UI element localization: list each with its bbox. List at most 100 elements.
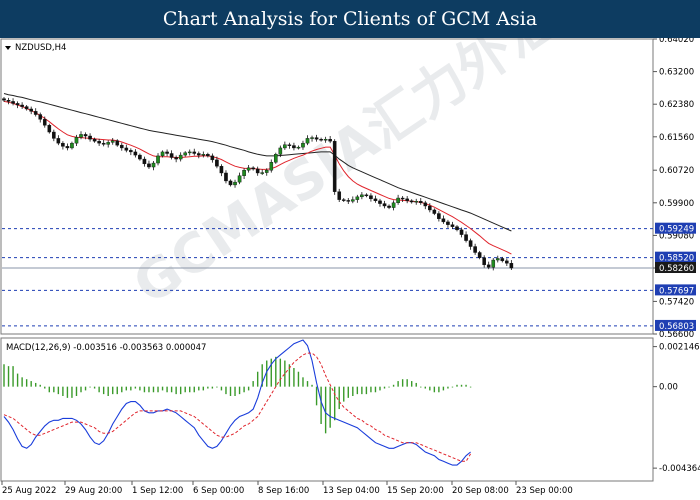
candle bbox=[42, 116, 47, 128]
candle-body bbox=[160, 151, 165, 157]
candle-body bbox=[6, 100, 11, 102]
candle bbox=[500, 256, 505, 263]
candle bbox=[237, 172, 242, 185]
candle bbox=[29, 106, 33, 115]
candle bbox=[287, 142, 292, 149]
candle-body bbox=[119, 144, 124, 149]
macd-hist-bar bbox=[225, 386, 227, 395]
candle-body bbox=[391, 202, 396, 208]
candle bbox=[88, 133, 92, 142]
candle-body bbox=[228, 180, 233, 186]
macd-hist-bar bbox=[220, 386, 223, 391]
macd-hist-bar bbox=[433, 386, 436, 393]
candle-body bbox=[47, 125, 52, 133]
macd-hist-bar bbox=[288, 364, 291, 387]
candle bbox=[24, 104, 29, 111]
candle bbox=[450, 221, 455, 230]
title-bar: Chart Analysis for Clients of GCM Asia bbox=[0, 0, 700, 38]
time-tick-label: 6 Sep 00:00 bbox=[193, 486, 244, 496]
candle bbox=[405, 196, 409, 204]
price-tick-label: 0.63200 bbox=[659, 68, 694, 78]
candle-body bbox=[29, 108, 33, 112]
macd-hist-bar bbox=[80, 386, 82, 393]
macd-hist-bar bbox=[252, 381, 254, 387]
candle bbox=[142, 156, 147, 167]
macd-hist-bar bbox=[12, 366, 14, 387]
macd-hist-bar bbox=[57, 386, 60, 395]
candle-body bbox=[505, 260, 509, 264]
candle-body bbox=[495, 258, 500, 261]
macd-hist-bar bbox=[229, 386, 232, 396]
candle bbox=[133, 149, 138, 158]
candle bbox=[369, 193, 373, 202]
candle bbox=[337, 188, 342, 203]
candle bbox=[378, 198, 382, 207]
macd-tick-label: 0.002146 bbox=[659, 343, 700, 353]
macd-hist-bar bbox=[275, 356, 277, 387]
candle bbox=[156, 153, 160, 166]
macd-hist-bar bbox=[401, 379, 404, 387]
candle-body bbox=[74, 137, 79, 144]
macd-hist-bar bbox=[234, 386, 236, 396]
macd-hist-bar bbox=[184, 386, 186, 393]
level-tag-bg bbox=[655, 222, 696, 234]
candle-body bbox=[482, 257, 486, 266]
candle-body bbox=[61, 142, 65, 147]
macd-indicator bbox=[3, 339, 472, 466]
level-tag-bg bbox=[655, 319, 696, 331]
macd-hist-bar bbox=[166, 386, 168, 393]
level-tag-0: 0.59249 bbox=[655, 222, 696, 235]
candles bbox=[2, 97, 514, 271]
candle-body bbox=[355, 196, 360, 200]
price-panel-frame bbox=[0, 38, 654, 335]
candle-body bbox=[115, 140, 120, 146]
candle-body bbox=[15, 103, 20, 106]
chart-canvas: GCMASIA汇力外汇 0.64020 0.63200 0.62380 0.61560… bbox=[0, 38, 700, 496]
candle bbox=[400, 196, 405, 203]
candle-body bbox=[106, 142, 110, 145]
candle-body bbox=[396, 197, 400, 204]
candle-body bbox=[224, 172, 228, 182]
candle bbox=[355, 194, 360, 203]
macd-hist-bar bbox=[25, 379, 28, 387]
candle bbox=[2, 97, 6, 102]
candle-body bbox=[169, 153, 174, 158]
macd-hist-bar bbox=[374, 386, 377, 393]
candle-body bbox=[233, 181, 237, 186]
macd-hist-bar bbox=[361, 386, 363, 395]
macd-hist-bar bbox=[189, 386, 191, 393]
dropdown-triangle-icon[interactable] bbox=[5, 46, 11, 50]
macd-hist-bar bbox=[338, 386, 340, 410]
macd-hist-bar bbox=[148, 386, 150, 393]
candle bbox=[432, 208, 437, 216]
level-tag-bg bbox=[655, 284, 696, 296]
candle bbox=[242, 168, 246, 179]
macd-hist-bar bbox=[333, 386, 336, 421]
macd-hist-bar bbox=[311, 384, 313, 387]
macd-hist-bar bbox=[297, 371, 300, 387]
candle-body bbox=[142, 158, 147, 165]
candle-body bbox=[138, 154, 142, 160]
candle bbox=[115, 139, 120, 147]
candle bbox=[110, 137, 115, 145]
candle-body bbox=[251, 167, 255, 170]
macd-hist-bar bbox=[415, 382, 417, 387]
candle bbox=[301, 140, 305, 150]
candle bbox=[341, 198, 346, 203]
candle-body bbox=[264, 169, 269, 173]
candle-body bbox=[423, 202, 428, 207]
candle-body bbox=[260, 172, 265, 174]
macd-hist-bar bbox=[370, 386, 372, 393]
macd-hist-bar bbox=[112, 386, 114, 395]
macd-hist-bar bbox=[66, 386, 69, 398]
macd-hist-bar bbox=[62, 386, 64, 396]
candle-body bbox=[255, 168, 260, 174]
candle-body bbox=[70, 142, 74, 149]
candle bbox=[101, 139, 106, 147]
candle bbox=[409, 199, 414, 204]
candle-body bbox=[24, 106, 29, 110]
candle-body bbox=[110, 140, 115, 143]
candle bbox=[169, 150, 174, 160]
macd-hist-bar bbox=[329, 386, 331, 428]
